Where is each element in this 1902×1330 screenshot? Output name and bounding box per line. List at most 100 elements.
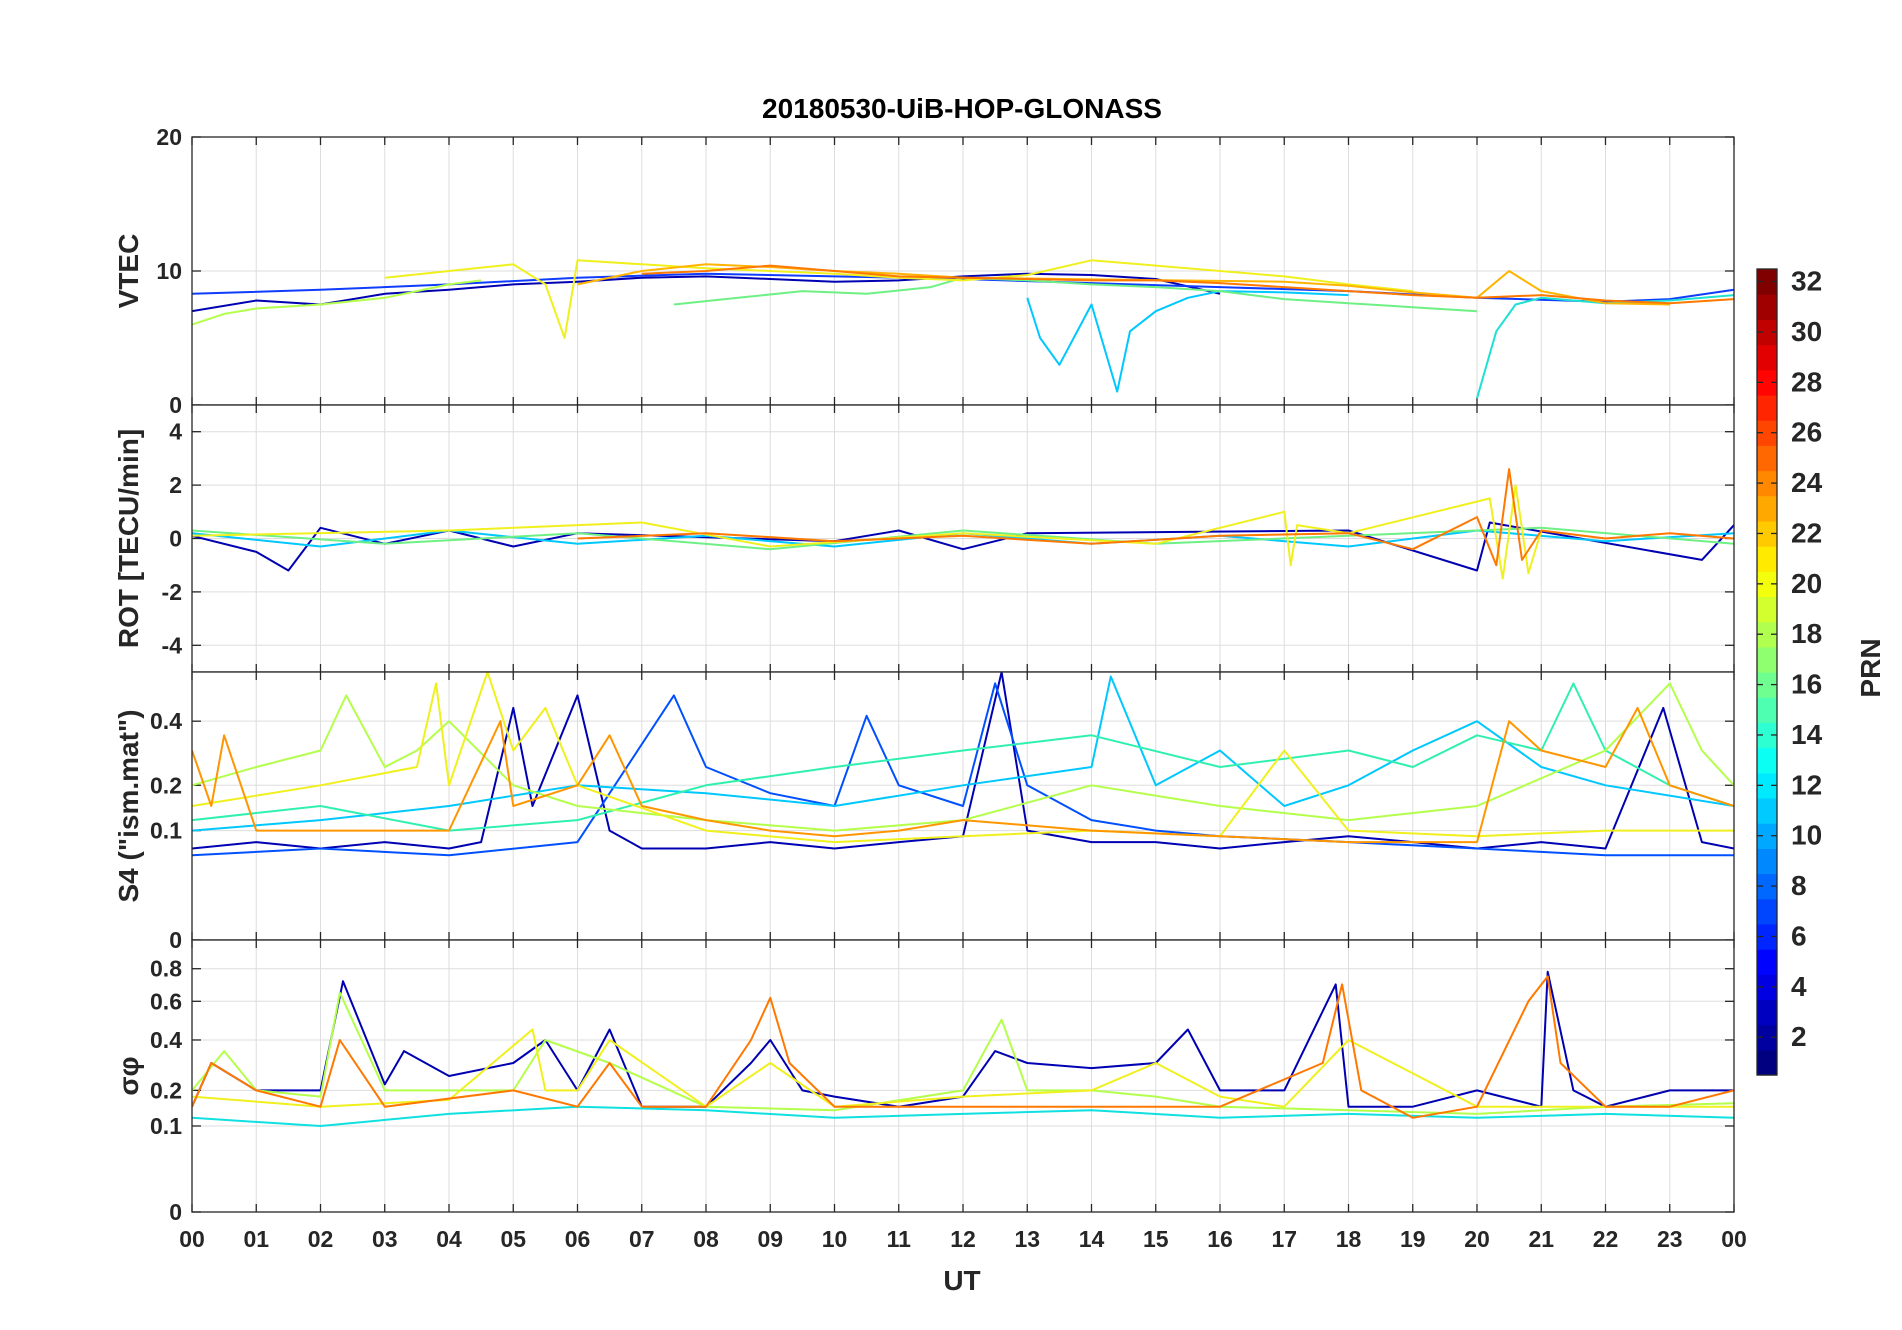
colorbar-bin [1757,470,1777,497]
colorbar-bin [1757,848,1777,875]
series-group [192,468,1734,580]
series-line-prn-20 [384,259,1413,339]
colorbar-bin [1757,319,1777,346]
colorbar-bin [1757,797,1777,824]
x-tick-label: 10 [822,1226,848,1252]
series-line-prn-22 [577,263,1670,306]
colorbar-tick-label: 14 [1791,719,1823,750]
series-line-prn-14 [192,682,1734,832]
colorbar-tick-label: 6 [1791,920,1807,951]
series-group [192,672,1734,857]
colorbar-tick-label: 20 [1791,568,1822,599]
y-tick-label: 0.6 [150,988,182,1014]
series-line-prn-17 [192,682,1734,832]
x-tick-label: 22 [1593,1226,1619,1252]
colorbar-tick-label: 18 [1791,618,1822,649]
y-tick-label: 0.4 [150,1027,182,1053]
colorbar-tick-label: 4 [1791,971,1807,1002]
colorbar-bin [1757,1024,1777,1051]
y-axis-label-rot: ROT [TECU/min] [113,429,144,648]
panel-frame [191,939,1735,1213]
y-tick-label: 2 [169,472,182,498]
colorbar-bin [1757,1049,1777,1076]
x-tick-label: 19 [1400,1226,1426,1252]
colorbar-tick-label: 8 [1791,870,1807,901]
y-axis-label-vtec: VTEC [113,234,144,309]
series-line-prn-13 [192,1105,1734,1127]
colorbar-bin [1757,445,1777,472]
colorbar-label: PRN [1855,638,1886,697]
y-tick-label: 0 [169,526,182,552]
y-tick-label: 0 [169,927,182,953]
y-tick-label: 0.2 [150,772,182,798]
panel-vtec: 0 10 20 VTEC [113,124,1735,418]
x-tick-label: 15 [1143,1226,1169,1252]
x-tick-label: 00 [179,1226,205,1252]
colorbar-bin [1757,722,1777,749]
panels: 0 10 20 VTEC -4 -2 0 2 4 ROT [TECU/min] 0 0.1 0.2 0.4… [113,124,1735,1225]
series-line-prn-24 [192,975,1734,1119]
colorbar-tick-label: 32 [1791,266,1822,297]
colorbar-bin [1757,596,1777,623]
x-tick-label: 18 [1336,1226,1362,1252]
colorbar-tick-label: 26 [1791,417,1822,448]
y-axis-label-s4: S4 ("ism.mat") [113,709,144,902]
colorbar-bin [1757,747,1777,774]
x-tick-label: 07 [629,1226,655,1252]
x-tick-label: 21 [1528,1226,1554,1252]
x-tick-label: 08 [693,1226,719,1252]
colorbar-frame [1756,268,1778,1076]
x-tick-label: 06 [565,1226,591,1252]
colorbar-bin [1757,420,1777,446]
colorbar-tick-label: 2 [1791,1021,1807,1052]
colorbar-bin [1757,294,1777,320]
colorbar-bin [1757,999,1777,1026]
x-tick-label: 17 [1271,1226,1297,1252]
colorbar-bin [1757,898,1777,925]
colorbar-bin [1757,697,1777,723]
panel-sigma_phi: 0 0.1 0.2 0.4 0.6 0.8 σφ [113,939,1735,1225]
series-group [192,970,1734,1127]
x-tick-label: 03 [372,1226,398,1252]
colorbar-bin [1757,495,1777,522]
y-tick-label: 0.4 [150,708,182,734]
x-tick-label: 16 [1207,1226,1233,1252]
y-tick-label: 0.1 [150,818,182,844]
colorbar-bin [1757,672,1777,698]
series-line-prn-15 [673,276,1478,313]
colorbar-tick-label: 16 [1791,669,1822,700]
colorbar-tick-label: 12 [1791,769,1822,800]
colorbar-bin [1757,344,1777,371]
x-axis: 00 01 02 03 04 05 06 07 08 09 10 11 12 13 14 15 16 17 18 19… [179,1226,1747,1252]
colorbar-tick-label: 22 [1791,517,1822,548]
colorbar-bin [1757,646,1777,673]
y-tick-label: -2 [162,579,182,605]
x-axis-label: UT [943,1265,980,1296]
x-tick-label: 05 [500,1226,526,1252]
colorbar-tick-label: 24 [1791,467,1823,498]
x-tick-label: 00 [1721,1226,1747,1252]
colorbar-tick-label: 30 [1791,316,1822,347]
series-line-prn-2 [192,272,1221,313]
colorbar-bin [1757,772,1777,799]
x-tick-label: 20 [1464,1226,1490,1252]
y-tick-label: 10 [156,258,182,284]
series-group [192,259,1734,399]
colorbar-bin [1757,923,1777,950]
series-line-prn-24 [641,264,1734,305]
x-tick-label: 11 [887,1226,912,1252]
series-line-prn-2 [192,672,1734,850]
series-line-prn-12 [1476,294,1734,399]
colorbar-bin [1757,621,1777,648]
colorbar-bin [1757,546,1777,572]
series-line-prn-11 [1026,290,1349,393]
colorbar-bin [1757,873,1777,900]
x-tick-label: 23 [1657,1226,1683,1252]
x-tick-label: 13 [1014,1226,1040,1252]
colorbar-bin [1757,823,1777,849]
series-line-prn-17 [192,279,482,326]
colorbar-bin [1757,394,1777,421]
series-line-prn-17 [192,991,1734,1115]
colorbar-bin [1757,369,1777,396]
